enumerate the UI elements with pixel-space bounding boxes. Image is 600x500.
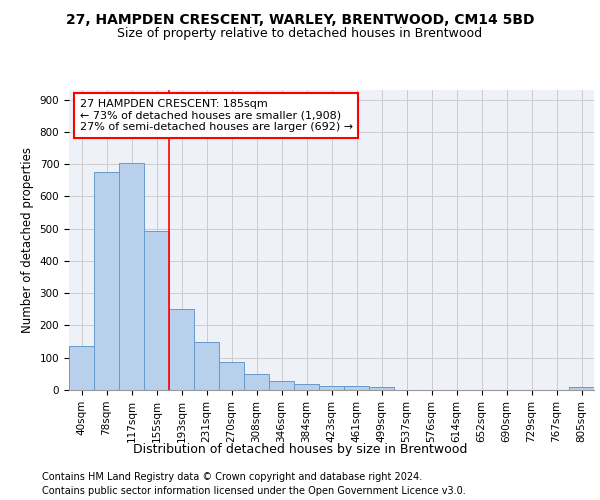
Bar [569, 387, 594, 390]
Text: Contains HM Land Registry data © Crown copyright and database right 2024.: Contains HM Land Registry data © Crown c… [42, 472, 422, 482]
Bar [269, 381, 294, 390]
Text: Distribution of detached houses by size in Brentwood: Distribution of detached houses by size … [133, 442, 467, 456]
Bar [294, 384, 319, 390]
Bar [194, 342, 219, 390]
Bar [319, 386, 344, 390]
Text: 27, HAMPDEN CRESCENT, WARLEY, BRENTWOOD, CM14 5BD: 27, HAMPDEN CRESCENT, WARLEY, BRENTWOOD,… [66, 12, 534, 26]
Bar [244, 374, 269, 390]
Bar [369, 387, 394, 390]
Bar [344, 386, 369, 390]
Bar [119, 162, 144, 390]
Bar [219, 362, 244, 390]
Text: Size of property relative to detached houses in Brentwood: Size of property relative to detached ho… [118, 28, 482, 40]
Y-axis label: Number of detached properties: Number of detached properties [21, 147, 34, 333]
Bar [144, 231, 169, 390]
Bar [169, 308, 194, 390]
Bar [69, 346, 94, 390]
Text: 27 HAMPDEN CRESCENT: 185sqm
← 73% of detached houses are smaller (1,908)
27% of : 27 HAMPDEN CRESCENT: 185sqm ← 73% of det… [79, 99, 353, 132]
Bar [94, 172, 119, 390]
Text: Contains public sector information licensed under the Open Government Licence v3: Contains public sector information licen… [42, 486, 466, 496]
